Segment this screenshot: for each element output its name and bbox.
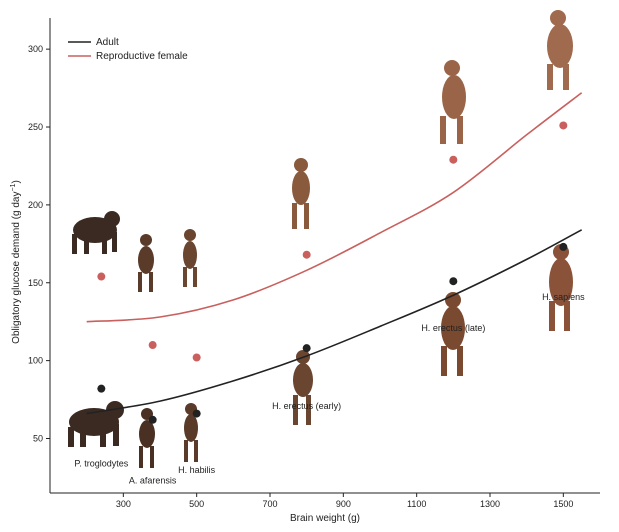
sapiens-male-figure: [549, 244, 573, 331]
data-point-reproductive-female: [559, 121, 568, 130]
erectus-early-female-figure: [292, 158, 310, 229]
data-point-adult: [449, 277, 458, 286]
y-axis-title: Obligatory glucose demand (g day−1): [10, 180, 22, 344]
data-point-reproductive-female: [449, 155, 458, 164]
data-point-reproductive-female: [97, 272, 106, 281]
x-tick-label: 1100: [407, 499, 426, 509]
hominin-figures: [68, 10, 573, 468]
species-label: A. afarensis: [129, 476, 177, 486]
y-tick-label: 300: [28, 44, 43, 54]
data-point-reproductive-female: [192, 353, 201, 362]
chimpanzee-female-figure: [72, 211, 120, 254]
y-tick-label: 200: [28, 200, 43, 210]
data-point-adult: [148, 415, 157, 424]
species-label: H. habilis: [178, 465, 216, 475]
erectus-late-male-figure: [441, 292, 465, 376]
x-tick-label: 500: [189, 499, 204, 509]
data-point-adult: [97, 384, 106, 393]
habilis-female-figure: [183, 229, 197, 287]
y-tick-label: 250: [28, 122, 43, 132]
legend-label-adult: Adult: [96, 37, 119, 48]
x-tick-label: 300: [116, 499, 131, 509]
data-point-adult: [192, 409, 201, 418]
species-label: H. erectus (late): [421, 323, 485, 333]
data-point-adult: [302, 344, 311, 353]
y-axis-title-main: Obligatory glucose demand (g day: [11, 192, 22, 344]
erectus-early-male-figure: [293, 350, 313, 425]
data-point-reproductive-female: [148, 341, 157, 350]
sapiens-female-figure: [547, 10, 573, 90]
axes: 300 500 700 900 1100 1300 1500 50 100 150 200 250 30…: [28, 18, 600, 509]
habilis-male-figure: [184, 403, 198, 462]
legend-label-reproductive-female: Reproductive female: [96, 51, 188, 62]
chimpanzee-male-figure: [68, 401, 124, 447]
x-axis-title: Brain weight (g): [290, 513, 360, 524]
y-tick-label: 50: [33, 433, 43, 443]
species-label: H. sapiens: [542, 292, 585, 302]
species-label: H. erectus (early): [272, 401, 341, 411]
y-tick-label: 100: [28, 356, 43, 366]
y-tick-label: 150: [28, 278, 43, 288]
fit-lines: [86, 92, 583, 415]
data-point-reproductive-female: [302, 250, 311, 259]
y-axis-title-superscript: −1: [10, 183, 17, 191]
data-points: [97, 121, 568, 424]
fit-line-adult: [86, 229, 583, 415]
x-tick-label: 700: [262, 499, 277, 509]
data-point-adult: [559, 242, 568, 251]
legend: Adult Reproductive female: [68, 37, 188, 62]
x-tick-label: 900: [336, 499, 351, 509]
afarensis-female-figure: [138, 234, 154, 292]
x-tick-label: 1500: [553, 499, 573, 509]
erectus-late-female-figure: [440, 60, 466, 144]
x-tick-label: 1300: [480, 499, 500, 509]
species-label: P. troglodytes: [74, 459, 128, 469]
fit-line-reproductive-female: [86, 92, 583, 323]
y-axis-title-close: ): [11, 180, 22, 183]
